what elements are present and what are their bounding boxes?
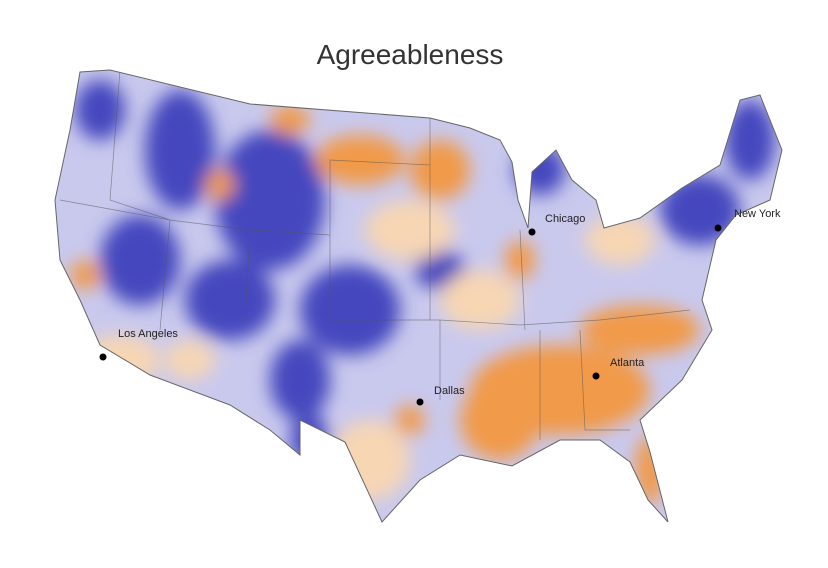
- city-label: Dallas: [434, 385, 465, 397]
- city-label: Los Angeles: [118, 328, 178, 340]
- city-label: Atlanta: [610, 357, 645, 369]
- cities: Chicago New York Los Angeles Dallas Atla…: [99, 208, 781, 406]
- city-label: Chicago: [545, 213, 585, 225]
- heat-layer: [55, 70, 782, 522]
- city-label: New York: [734, 208, 781, 220]
- map-title: Agreeableness: [317, 39, 504, 70]
